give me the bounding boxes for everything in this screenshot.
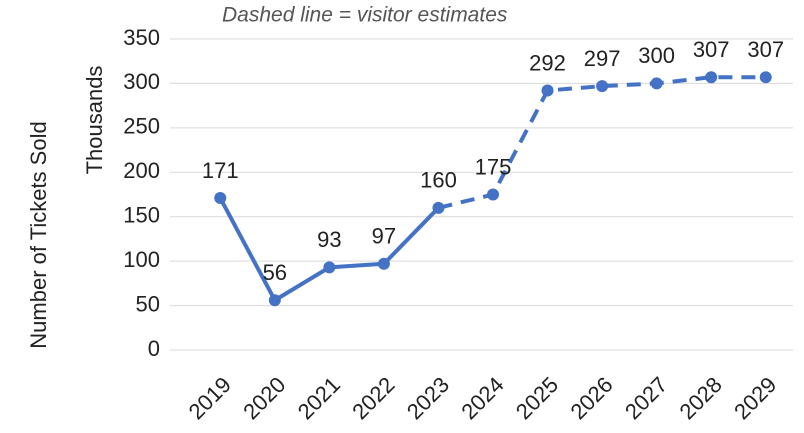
x-tick-label: 2021: [293, 372, 345, 424]
value-label: 175: [475, 154, 512, 179]
y-axis-unit: Thousands: [82, 66, 107, 175]
marker: [705, 71, 718, 84]
marker: [323, 261, 336, 274]
value-label: 171: [202, 158, 239, 183]
value-label: 97: [372, 224, 396, 249]
marker: [487, 188, 499, 201]
value-label: 56: [263, 260, 287, 285]
value-label: 307: [747, 37, 784, 62]
x-tick-label: 2019: [184, 372, 236, 424]
marker: [650, 77, 663, 90]
x-tick-label: 2025: [511, 372, 563, 424]
line-estimate: [437, 75, 766, 210]
value-label: 160: [420, 168, 457, 193]
marker: [759, 71, 772, 84]
marker: [268, 294, 281, 307]
y-tick-label: 200: [123, 158, 160, 183]
marker: [432, 201, 445, 214]
marker: [377, 257, 390, 270]
x-tick-label: 2022: [347, 372, 399, 424]
x-tick-label: 2028: [675, 372, 727, 424]
marker: [596, 80, 609, 93]
y-tick-label: 150: [123, 203, 160, 228]
y-tick-label: 300: [123, 69, 160, 94]
y-axis-label: Number of Tickets Sold: [26, 121, 51, 348]
y-tick-label: 350: [123, 25, 160, 50]
value-label: 300: [638, 43, 675, 68]
y-tick-label: 100: [123, 247, 160, 272]
value-label: 307: [693, 37, 730, 62]
x-tick-label: 2023: [402, 372, 454, 424]
y-tick-label: 0: [148, 336, 160, 361]
x-tick-label: 2024: [456, 372, 508, 424]
x-tick-label: 2026: [565, 372, 617, 424]
value-label: 297: [584, 46, 621, 71]
value-label: 93: [317, 227, 341, 252]
marker: [541, 84, 554, 97]
y-tick-label: 50: [136, 291, 160, 316]
x-tick-label: 2027: [620, 372, 672, 424]
annotation: Dashed line = visitor estimates: [222, 4, 508, 27]
x-tick-label: 2029: [729, 372, 781, 424]
y-tick-label: 250: [123, 114, 160, 139]
value-label: 292: [529, 50, 566, 75]
marker: [214, 192, 227, 205]
x-tick-label: 2020: [238, 372, 290, 424]
